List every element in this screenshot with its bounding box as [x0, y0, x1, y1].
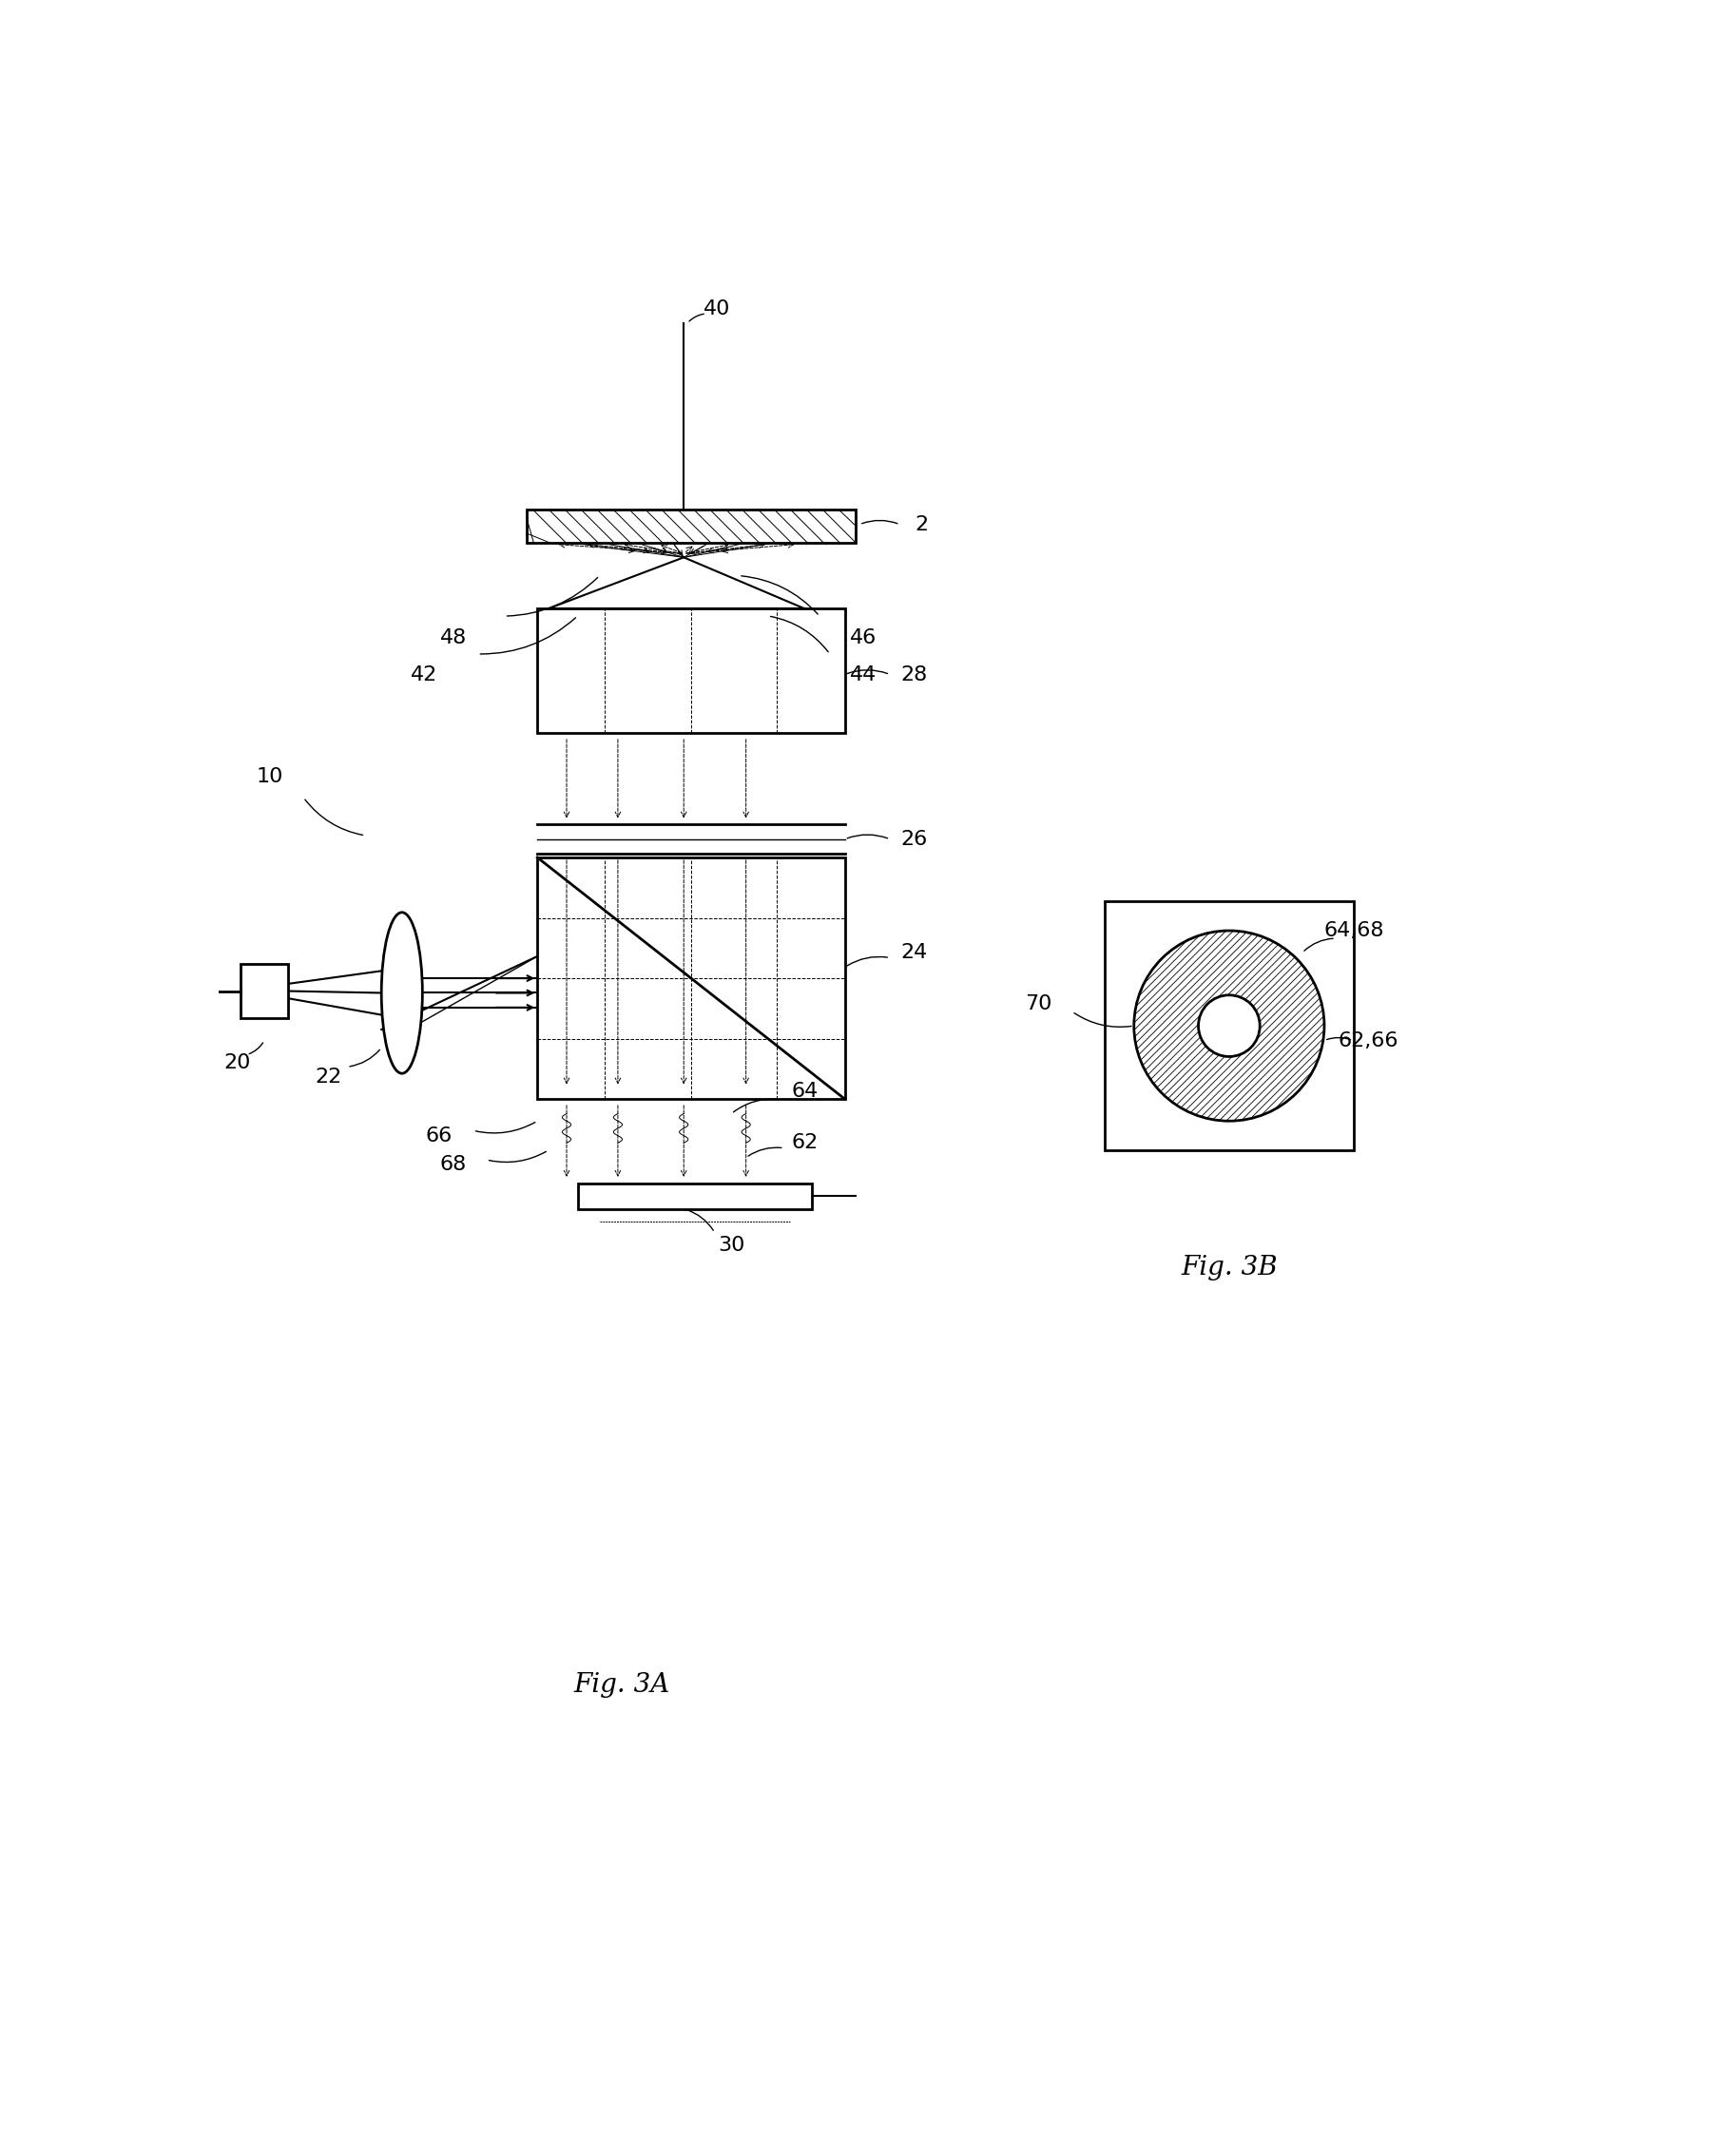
Circle shape: [1198, 996, 1260, 1056]
Text: 2: 2: [915, 515, 928, 535]
Text: 22: 22: [316, 1067, 341, 1087]
Text: 10: 10: [256, 768, 283, 787]
Ellipse shape: [381, 912, 422, 1074]
Text: 26: 26: [901, 830, 927, 849]
Text: 68: 68: [439, 1156, 467, 1175]
Bar: [240, 964, 288, 1018]
Text: 20: 20: [223, 1052, 251, 1072]
Text: 48: 48: [439, 627, 467, 647]
Text: 44: 44: [849, 664, 877, 683]
Text: 42: 42: [410, 664, 438, 683]
Text: 62,66: 62,66: [1337, 1031, 1397, 1050]
Text: Fig. 3A: Fig. 3A: [573, 1671, 669, 1697]
Text: 70: 70: [1024, 994, 1052, 1013]
Bar: [537, 858, 844, 1100]
Bar: [537, 608, 844, 733]
Bar: [1103, 901, 1352, 1151]
Text: 24: 24: [901, 942, 927, 962]
Text: 40: 40: [704, 300, 729, 317]
Text: 64,68: 64,68: [1323, 921, 1383, 940]
Bar: [577, 1184, 812, 1210]
Text: 46: 46: [849, 627, 877, 647]
Text: 62: 62: [791, 1134, 817, 1153]
Text: 30: 30: [717, 1235, 745, 1255]
Circle shape: [1133, 931, 1323, 1121]
Text: 66: 66: [426, 1125, 451, 1145]
Bar: [527, 509, 855, 543]
Text: 28: 28: [901, 664, 927, 683]
Text: Fig. 3B: Fig. 3B: [1181, 1255, 1277, 1281]
Text: 64: 64: [791, 1082, 817, 1102]
